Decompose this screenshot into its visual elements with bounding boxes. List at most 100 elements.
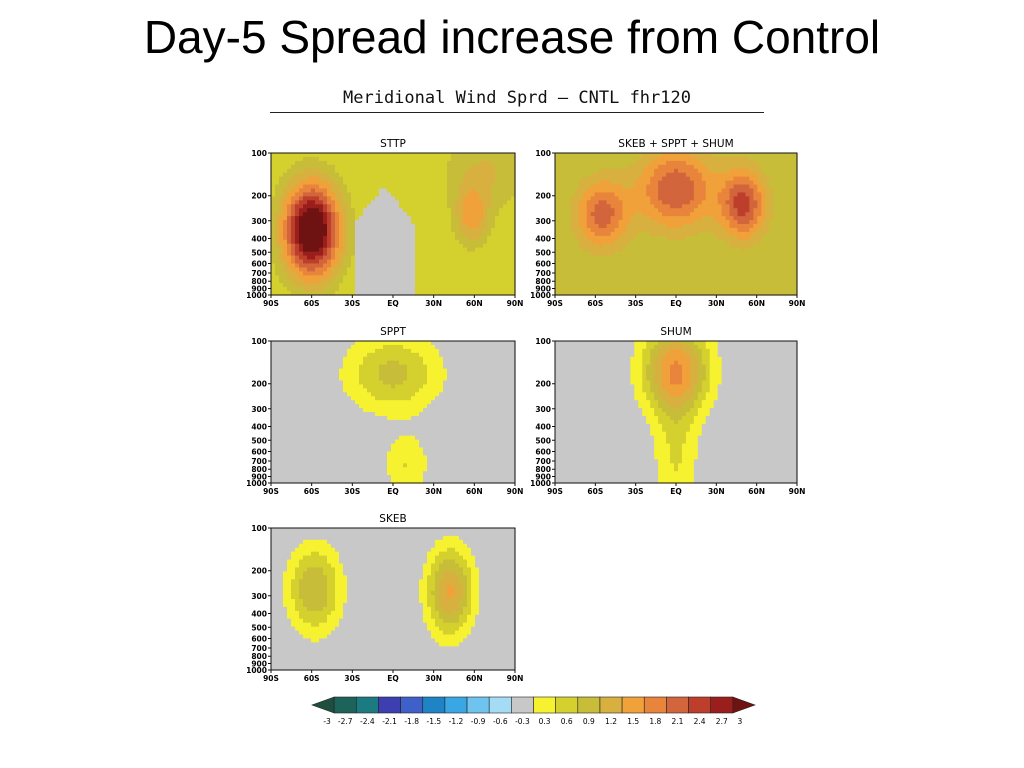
heatmap-cell [582, 251, 588, 257]
heatmap-cell [419, 220, 424, 225]
heatmap-cell [793, 259, 798, 265]
heatmap-cell [689, 283, 695, 288]
heatmap-cell [745, 271, 750, 276]
heatmap-cell [471, 287, 476, 292]
heatmap-cell [602, 220, 608, 225]
heatmap-cell [558, 153, 564, 158]
heatmap-cell [578, 247, 584, 253]
heatmap-cell [733, 212, 739, 217]
heatmap-cell [650, 255, 655, 261]
heatmap-cell [765, 212, 770, 217]
heatmap-cell [435, 291, 440, 296]
heatmap-cell [495, 291, 500, 296]
heatmap-cell [677, 275, 683, 280]
heatmap-cell [721, 239, 727, 245]
heatmap-cell [606, 204, 612, 209]
heatmap-cell [626, 212, 631, 217]
heatmap-cell [295, 400, 300, 405]
heatmap-cell [753, 168, 758, 174]
heatmap-cell [757, 283, 762, 288]
heatmap-cell [566, 180, 572, 186]
heatmap-cell [705, 231, 711, 237]
heatmap-cell [287, 443, 292, 449]
heatmap-cell [495, 208, 500, 213]
heatmap-cell [729, 192, 735, 197]
heatmap-cell [319, 443, 324, 449]
heatmap-cell [471, 231, 476, 237]
heatmap-cell [650, 227, 655, 233]
heatmap-cell [626, 291, 631, 296]
heatmap-cell [555, 156, 560, 162]
heatmap-cell [375, 153, 380, 158]
heatmap-cell [375, 204, 380, 209]
heatmap-cell [499, 188, 504, 194]
heatmap-cell [383, 239, 388, 245]
heatmap-cell [339, 156, 344, 162]
heatmap-cell [670, 255, 675, 261]
heatmap-cell [379, 153, 384, 158]
heatmap-cell [570, 231, 576, 237]
heatmap-cell [495, 275, 500, 280]
heatmap-cell [459, 279, 464, 284]
heatmap-cell [499, 212, 504, 217]
heatmap-cell [725, 227, 731, 233]
heatmap-cell [777, 172, 782, 178]
heatmap-cell [379, 283, 384, 288]
heatmap-cell [327, 291, 332, 296]
heatmap-cell [423, 291, 428, 296]
heatmap-cell [275, 388, 280, 393]
heatmap-cell [555, 243, 560, 249]
heatmap-cell [499, 220, 504, 225]
heatmap-cell [475, 196, 480, 201]
heatmap-cell [287, 220, 292, 225]
heatmap-cell [439, 180, 444, 186]
heatmap-cell [471, 212, 476, 217]
heatmap-cell [590, 188, 596, 194]
heatmap-cell [570, 204, 576, 209]
heatmap-cell [689, 196, 695, 201]
heatmap-cell [781, 204, 786, 209]
heatmap-cell [693, 164, 699, 170]
heatmap-cell [634, 204, 639, 209]
heatmap-cell [431, 153, 436, 158]
heatmap-cell [287, 388, 292, 393]
heatmap-cell [431, 196, 436, 201]
heatmap-cell [459, 153, 464, 158]
heatmap-cell [463, 291, 468, 296]
heatmap-cell [602, 184, 608, 190]
heatmap-cell [359, 172, 364, 178]
heatmap-cell [295, 404, 300, 409]
heatmap-cell [343, 227, 348, 233]
heatmap-cell [701, 220, 707, 225]
heatmap-cell [666, 231, 671, 237]
heatmap-cell [757, 271, 762, 276]
heatmap-cell [570, 172, 576, 178]
heatmap-cell [646, 188, 651, 194]
heatmap-cell [709, 160, 715, 166]
heatmap-cell [463, 172, 468, 178]
heatmap-cell [555, 235, 560, 241]
heatmap-cell [443, 188, 448, 194]
x-tick-label: 90N [507, 299, 524, 308]
heatmap-cell [459, 172, 464, 178]
heatmap-cell [638, 192, 643, 197]
heatmap-cell [327, 384, 332, 389]
heatmap-cell [789, 243, 794, 249]
heatmap-cell [483, 227, 488, 233]
heatmap-cell [367, 196, 372, 201]
heatmap-cell [781, 168, 786, 174]
heatmap-cell [785, 188, 790, 194]
heatmap-cell [355, 184, 360, 190]
heatmap-cell [674, 279, 679, 284]
heatmap-cell [407, 255, 412, 261]
heatmap-cell [351, 291, 356, 296]
heatmap-cell [566, 216, 572, 221]
heatmap-cell [586, 220, 592, 225]
heatmap-cell [439, 239, 444, 245]
heatmap-cell [283, 212, 288, 217]
heatmap-cell [439, 259, 444, 265]
heatmap-cell [295, 255, 300, 261]
heatmap-cell [574, 267, 580, 272]
heatmap-cell [590, 239, 596, 245]
heatmap-cell [323, 435, 328, 441]
